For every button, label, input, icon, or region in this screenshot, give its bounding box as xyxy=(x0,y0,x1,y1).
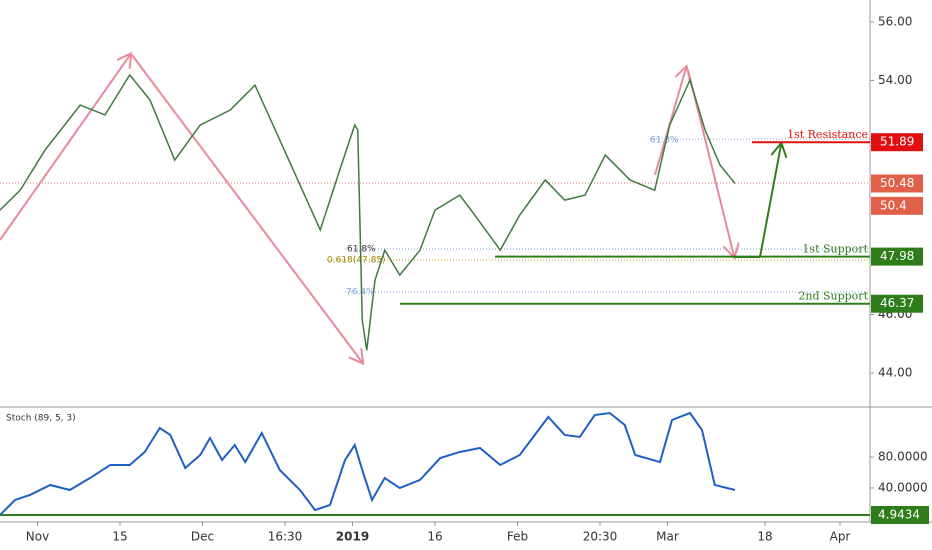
x-tick-label: Apr xyxy=(830,530,851,544)
level-label: 1st Resistance xyxy=(787,128,868,141)
x-tick-label: 16:30 xyxy=(268,530,303,544)
indicator-title: Stoch (89, 5, 3) xyxy=(6,414,76,424)
y-tick-label: 56.00 xyxy=(878,14,912,28)
price-tag-label: 46.37 xyxy=(880,296,914,310)
y-tick-label: 44.00 xyxy=(878,366,912,380)
y-tick-label: 80.0000 xyxy=(878,450,928,464)
price-tag xyxy=(871,174,923,193)
price-tag xyxy=(871,294,923,313)
series-line xyxy=(0,411,736,516)
price-tag xyxy=(871,133,923,152)
fib-label: 0.618(47.85) xyxy=(327,256,386,266)
y-tick-label: 40.0000 xyxy=(878,480,928,494)
level-tag xyxy=(871,506,929,525)
x-tick-label: 20:30 xyxy=(583,530,618,544)
fib-label: 61.8% xyxy=(650,136,679,146)
price-tag-label: 50.48 xyxy=(880,176,914,190)
price-tag xyxy=(871,196,923,215)
series-line xyxy=(0,73,736,351)
price-tag-label: 51.89 xyxy=(880,135,914,149)
level-label: 2nd Support xyxy=(798,290,868,303)
x-tick-label: 15 xyxy=(112,530,127,544)
x-tick-label: Mar xyxy=(656,530,679,544)
x-tick-label: 16 xyxy=(427,530,442,544)
x-tick-label: 18 xyxy=(757,530,772,544)
price-tag-label: 50.4 xyxy=(880,198,907,212)
price-tag xyxy=(871,247,923,266)
arrow xyxy=(759,145,781,258)
fib-label: 76.4% xyxy=(346,288,375,298)
x-tick-label: Nov xyxy=(26,530,49,544)
arrow xyxy=(131,54,362,362)
price-tag-label: 47.98 xyxy=(880,249,914,263)
level-label: 1st Support xyxy=(802,243,868,256)
arrow xyxy=(0,55,130,241)
level-tag-label: 4.9434 xyxy=(878,508,920,522)
x-tick-label: 2019 xyxy=(336,530,369,544)
x-tick-label: Dec xyxy=(191,530,214,544)
x-tick-label: Feb xyxy=(507,530,528,544)
y-tick-label: 54.00 xyxy=(878,73,912,87)
fib-label: 61.8% xyxy=(347,245,376,255)
